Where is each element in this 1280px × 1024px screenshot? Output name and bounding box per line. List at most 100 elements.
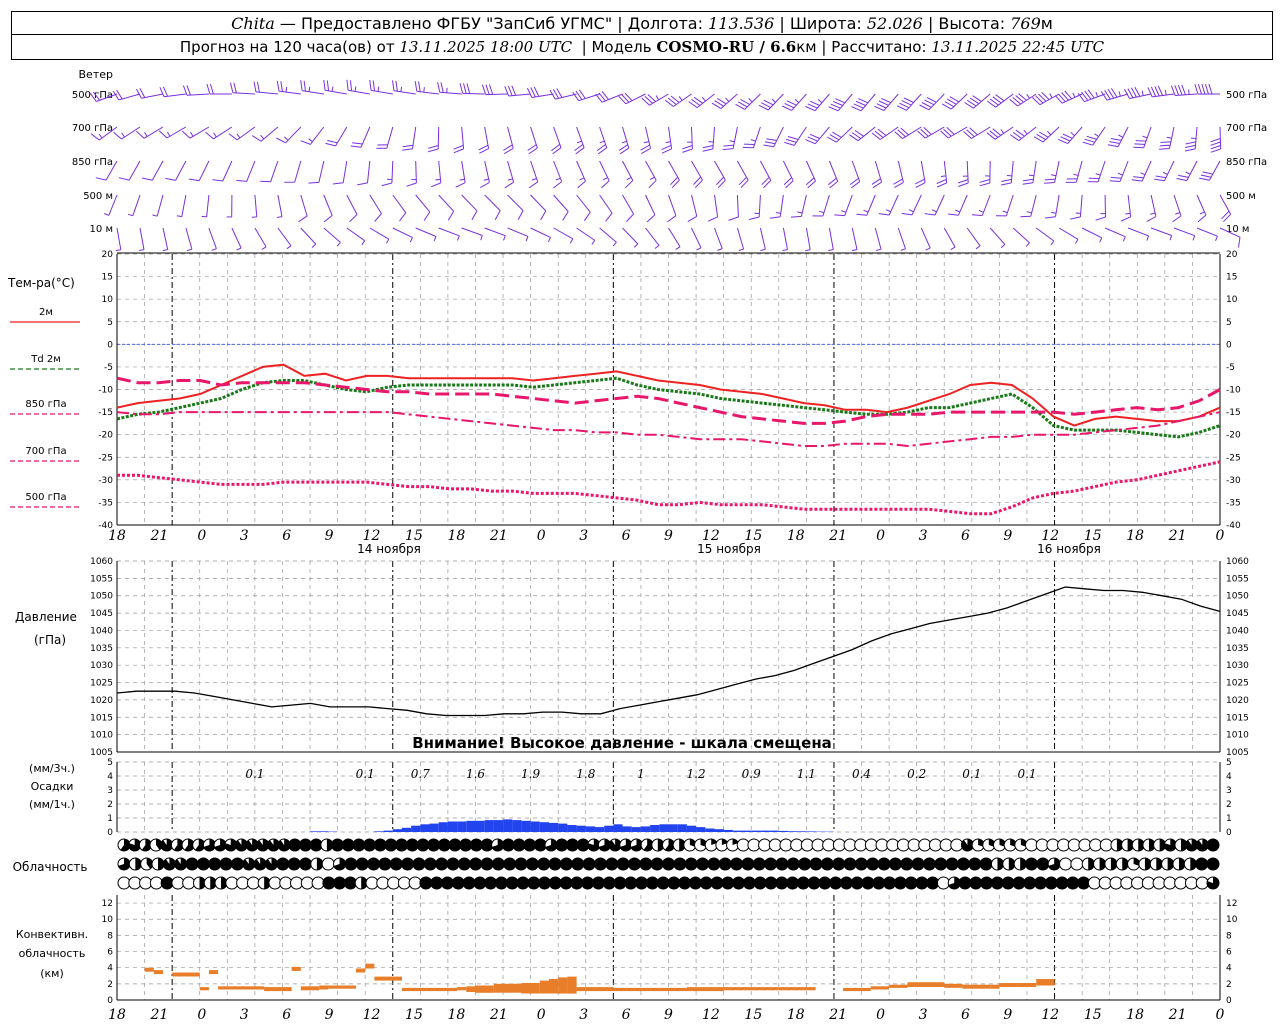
cloud-symbol bbox=[593, 857, 607, 871]
wind-barb bbox=[162, 227, 169, 252]
wind-barb bbox=[1150, 227, 1173, 241]
wind-barb bbox=[702, 126, 715, 152]
cloud-symbol bbox=[980, 876, 994, 890]
wind-barb bbox=[206, 83, 232, 95]
cloud-symbol-fill bbox=[118, 858, 130, 870]
cloud-symbol bbox=[378, 857, 392, 871]
wind-barb bbox=[1127, 227, 1150, 241]
wind-barb bbox=[212, 160, 233, 182]
precip-bar bbox=[742, 830, 752, 832]
wind-barb bbox=[622, 227, 639, 248]
wind-barb bbox=[1077, 89, 1106, 103]
wind-barb bbox=[763, 126, 784, 148]
cloud-symbol-fill bbox=[1138, 839, 1145, 851]
wind-barb bbox=[453, 126, 465, 154]
cloud-symbol bbox=[753, 876, 767, 890]
temp-ytick-right: 5 bbox=[1226, 318, 1232, 328]
wind-barb bbox=[1000, 160, 1014, 186]
wind-barb bbox=[226, 194, 233, 218]
conv-bar bbox=[1036, 979, 1055, 986]
wind-barb bbox=[1210, 126, 1222, 153]
cloud-symbol bbox=[732, 876, 746, 890]
conv-xtick: 9 bbox=[325, 1007, 334, 1023]
wind-barb bbox=[941, 93, 968, 110]
cloud-symbol bbox=[1098, 876, 1112, 890]
conv-bar bbox=[686, 987, 724, 992]
wind-barb bbox=[406, 160, 417, 187]
temp-xtick: 6 bbox=[282, 528, 291, 544]
conv-xtick: 0 bbox=[876, 1007, 885, 1023]
temp-date-label: 15 ноября bbox=[697, 542, 761, 556]
cloud-symbol bbox=[311, 876, 325, 890]
pressure-ytick-left: 1020 bbox=[90, 696, 113, 706]
wind-barb bbox=[208, 227, 217, 251]
wind-barb bbox=[1196, 227, 1218, 241]
wind-barb bbox=[1124, 86, 1152, 99]
cloud-symbol-fill bbox=[267, 839, 280, 851]
cloud-symbol-fill bbox=[997, 858, 1004, 870]
conv-bar bbox=[199, 987, 209, 991]
wind-barb bbox=[572, 89, 600, 102]
precip-bar bbox=[696, 827, 706, 832]
wind-barb bbox=[504, 85, 531, 97]
cloud-symbol bbox=[969, 876, 983, 890]
cloud-symbol bbox=[627, 857, 641, 871]
cloud-symbol-fill bbox=[264, 877, 271, 889]
cloud-symbol bbox=[1087, 876, 1101, 890]
temp-ytick-left: -10 bbox=[98, 386, 113, 396]
cloud-symbol bbox=[990, 876, 1004, 890]
cloud-symbol bbox=[219, 857, 233, 871]
provider-text: — Предоставлено ФГБУ "ЗапСиб УГМС" | Дол… bbox=[274, 13, 709, 33]
temp-series-5-line bbox=[117, 460, 1221, 516]
wind-barb bbox=[118, 160, 141, 181]
cloud-symbol bbox=[775, 876, 789, 890]
cloud-symbol bbox=[591, 876, 605, 890]
wind-barb bbox=[507, 227, 529, 242]
cloud-symbol-fill bbox=[948, 877, 961, 889]
wind-barb bbox=[682, 126, 693, 153]
wind-barb bbox=[300, 227, 317, 248]
wind-barb bbox=[1104, 227, 1126, 242]
conv-bar bbox=[962, 984, 991, 989]
cloud-symbol bbox=[616, 857, 630, 871]
cloud-symbol bbox=[503, 857, 517, 871]
conv-xtick: 18 bbox=[108, 1007, 126, 1023]
wind-barb bbox=[298, 194, 308, 223]
cloud-symbol-fill bbox=[184, 839, 195, 852]
conv-bar bbox=[659, 987, 687, 992]
conv-ytick-left: 8 bbox=[107, 931, 113, 941]
wind-barb bbox=[251, 194, 258, 218]
precip-bar bbox=[622, 826, 632, 832]
cloud-symbol bbox=[843, 857, 857, 871]
cloud-symbol-fill bbox=[721, 839, 728, 845]
wind-barb bbox=[139, 227, 145, 251]
wind-level-left: 500 м bbox=[83, 191, 113, 202]
precip-bar bbox=[595, 827, 605, 832]
precip-bar bbox=[429, 823, 439, 832]
city-name: Chita bbox=[231, 13, 275, 33]
precip-ytick-left: 1 bbox=[107, 814, 113, 824]
altitude-value: 769 bbox=[1010, 13, 1041, 33]
wind-barb bbox=[504, 160, 515, 189]
precip-bar bbox=[668, 824, 678, 832]
wind-barb bbox=[1219, 194, 1232, 223]
precip-bar bbox=[521, 820, 531, 832]
temp-xtick: 0 bbox=[537, 528, 546, 544]
precip-3h-value: 1.2 bbox=[687, 767, 706, 781]
wind-barb bbox=[1058, 227, 1079, 244]
cloud-symbol bbox=[945, 857, 959, 871]
wind-barb bbox=[1131, 160, 1152, 182]
wind-barb bbox=[1146, 194, 1157, 223]
wind-barb bbox=[176, 194, 187, 218]
cloud-symbol-fill bbox=[1088, 858, 1095, 870]
cloud-symbol bbox=[699, 876, 713, 890]
wind-barb bbox=[158, 126, 187, 139]
wind-barb bbox=[1057, 126, 1083, 145]
precip-3h-value: 1.8 bbox=[576, 767, 595, 781]
cloud-symbol bbox=[688, 876, 702, 890]
cloud-symbol-fill bbox=[221, 877, 228, 889]
model-unit: км bbox=[796, 38, 817, 56]
pressure-ytick-right: 1035 bbox=[1226, 644, 1249, 654]
cloud-symbol bbox=[344, 857, 358, 871]
precip-bar bbox=[585, 826, 595, 832]
